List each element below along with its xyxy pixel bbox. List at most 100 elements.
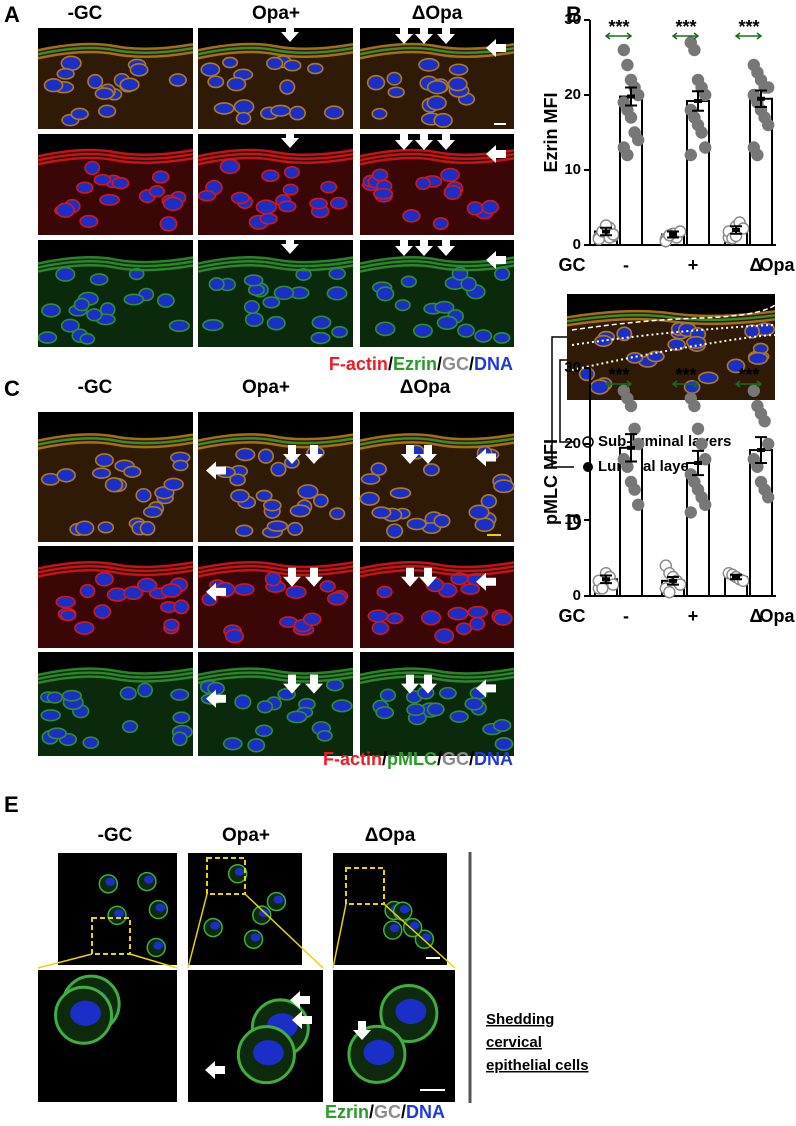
nucleus [273, 895, 284, 904]
nucleus [329, 196, 348, 210]
luminal-layer [197, 148, 354, 158]
luminal-layer [197, 560, 354, 570]
legend-filled [583, 462, 593, 472]
luminal-layer [37, 441, 194, 450]
x-label: Opa [759, 255, 795, 275]
nucleus [319, 580, 336, 593]
nucleus [123, 585, 144, 601]
nucleus [312, 493, 329, 508]
nucleus [168, 319, 190, 333]
micrograph [197, 412, 354, 542]
nucleus [172, 711, 191, 724]
micrograph [197, 28, 354, 129]
data-point [737, 574, 750, 587]
nucleus [56, 468, 76, 483]
significance: *** [608, 365, 629, 385]
nucleus [89, 273, 109, 286]
nucleus [73, 297, 90, 312]
nucleus [207, 75, 225, 89]
luminal-layer [359, 675, 515, 685]
mean-marker [669, 578, 677, 583]
arrow [206, 689, 226, 708]
arrow [415, 131, 433, 150]
data-point [688, 399, 701, 413]
nucleus [310, 331, 331, 345]
nucleus [329, 507, 346, 521]
nucleus [234, 867, 245, 876]
caption-part: / [469, 749, 474, 769]
zoom-box [206, 857, 246, 895]
arrow [486, 251, 506, 269]
luminal-layer [359, 156, 515, 166]
nucleus [409, 921, 420, 930]
nucleus [155, 903, 166, 912]
nucleus [40, 709, 61, 722]
luminal-layer [37, 156, 194, 166]
luminal-layer [37, 256, 194, 265]
column-header: -GC [78, 377, 113, 398]
nucleus [387, 86, 405, 99]
significance: *** [675, 365, 696, 385]
nucleus [626, 352, 644, 364]
nucleus [219, 158, 241, 175]
nucleus [386, 523, 404, 539]
nucleus [443, 184, 462, 200]
micrograph [359, 134, 515, 235]
y-tick-label: 10 [564, 511, 581, 528]
nucleus [208, 277, 225, 292]
nucleus [273, 285, 295, 301]
data-point [684, 148, 697, 162]
nucleus [222, 56, 239, 69]
side-label: cervical [486, 1034, 542, 1051]
nucleus [79, 583, 96, 599]
nucleus [142, 505, 163, 519]
luminal-layer [37, 568, 194, 578]
nucleus [372, 187, 394, 200]
mean-marker [694, 461, 702, 465]
nucleus [229, 473, 246, 487]
arrow [395, 25, 413, 44]
nucleus [234, 583, 255, 596]
y-tick-label: 10 [564, 161, 581, 178]
nucleus [297, 484, 319, 500]
luminal-layer [359, 441, 515, 450]
data-point [688, 43, 701, 57]
luminal-layer [197, 256, 354, 265]
nucleus [426, 95, 447, 111]
nucleus [262, 296, 281, 309]
arrow [419, 445, 437, 464]
micrograph [359, 652, 515, 756]
nucleus [375, 706, 395, 720]
nucleus [247, 738, 266, 753]
nucleus [283, 165, 300, 179]
nucleus [70, 1000, 101, 1026]
outline [571, 334, 776, 371]
data-point [632, 133, 645, 147]
nucleus [460, 583, 481, 595]
comparison-arrow [671, 32, 700, 40]
luminal-layer [37, 671, 194, 681]
luminal-layer [359, 50, 515, 60]
mean-marker [602, 229, 610, 234]
nucleus [395, 998, 427, 1025]
nucleus [376, 585, 393, 599]
nucleus [386, 612, 404, 625]
panel-label: E [4, 792, 19, 817]
nucleus [210, 921, 221, 930]
luminal-layer [359, 433, 515, 442]
nucleus [480, 493, 498, 509]
nucleus [266, 315, 286, 331]
nucleus [266, 56, 284, 71]
data-point [632, 498, 645, 511]
mean-marker [732, 228, 740, 232]
nucleus [97, 521, 115, 534]
nucleus [123, 465, 142, 478]
nucleus [311, 315, 332, 330]
caption-part: Ezrin [393, 354, 437, 374]
mean-marker [694, 99, 702, 103]
nucleus [60, 318, 80, 333]
nucleus [438, 686, 457, 700]
luminal-layer [359, 437, 515, 446]
y-tick-label: 30 [564, 11, 581, 28]
nucleus [278, 200, 297, 213]
